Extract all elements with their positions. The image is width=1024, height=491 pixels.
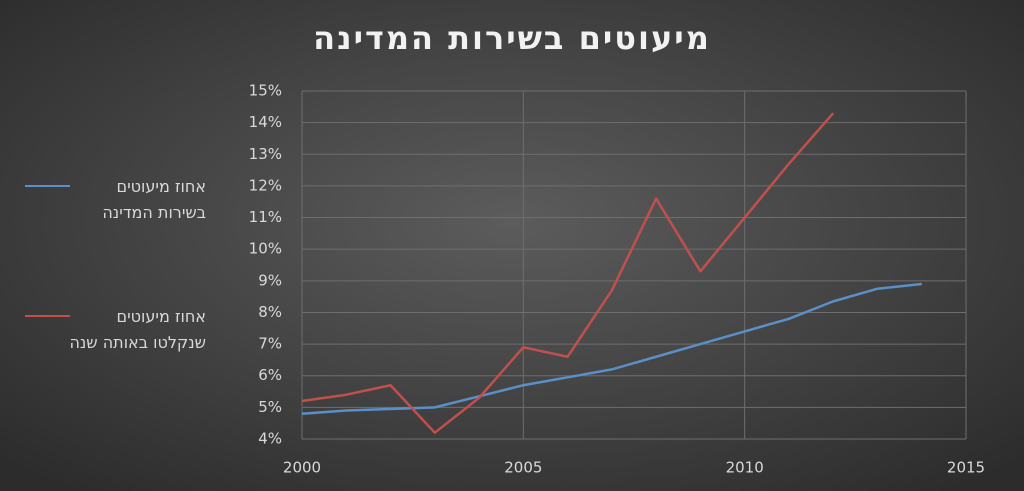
series-line (301, 282, 922, 415)
y-tick-label: 15% (249, 82, 282, 100)
y-tick-label: 6% (258, 366, 282, 384)
y-tick-label: 12% (249, 176, 282, 194)
y-tick-label: 7% (258, 335, 282, 353)
y-tick-label: 9% (258, 271, 282, 289)
legend-label: אחוז מיעוטים בשירות המדינה (102, 177, 206, 222)
y-tick-label: 11% (249, 208, 282, 226)
y-tick-label: 4% (258, 430, 282, 448)
x-tick-label: 2000 (283, 459, 321, 477)
y-tick-label: 8% (258, 303, 282, 321)
x-tick-label: 2005 (504, 459, 542, 477)
y-tick-label: 13% (249, 145, 282, 163)
legend-label: אחוז מיעוטים שנקלטו באותה שנה (69, 307, 206, 352)
series-line (301, 112, 835, 434)
chart-title: מיעוטים בשירות המדינה (313, 19, 711, 57)
y-tick-label: 14% (249, 113, 282, 131)
x-tick-label: 2010 (726, 459, 764, 477)
x-tick-label: 2015 (947, 459, 985, 477)
y-tick-label: 10% (249, 240, 282, 258)
y-tick-label: 5% (258, 398, 282, 416)
